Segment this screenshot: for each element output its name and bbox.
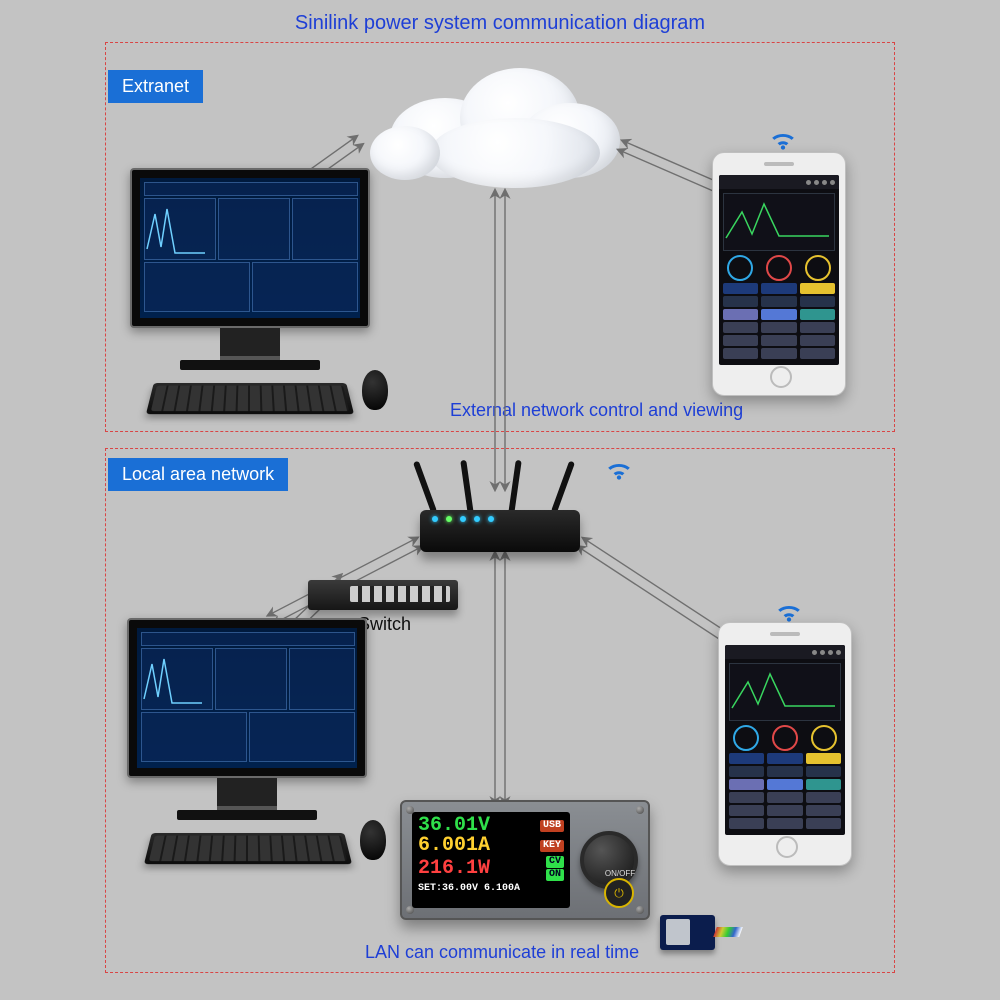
psu-power: 216.1W (418, 859, 490, 879)
psu-power-button[interactable]: ⏻ (604, 878, 634, 908)
network-switch (308, 580, 458, 610)
power-supply-device: 36.01VUSB 6.001AKEY 216.1W CV ON SET:36.… (400, 800, 650, 920)
lan-phone-screen (725, 645, 845, 835)
psu-current: 6.001A (418, 836, 490, 856)
extranet-caption: External network control and viewing (450, 400, 743, 421)
extranet-pc-screen (140, 178, 360, 318)
extranet-label: Extranet (108, 70, 203, 103)
psu-voltage: 36.01V (418, 816, 490, 836)
lan-mouse (360, 820, 386, 860)
lan-pc (127, 618, 367, 820)
diagram-title: Sinilink power system communication diag… (0, 12, 1000, 35)
extranet-phone-screen (719, 175, 839, 365)
diagram-canvas: Sinilink power system communication diag… (0, 0, 1000, 1000)
lan-label: Local area network (108, 458, 288, 491)
extranet-pc (130, 168, 370, 370)
lan-phone (718, 622, 852, 866)
cloud-icon (370, 48, 630, 188)
lan-pc-screen (137, 628, 357, 768)
psu-lcd: 36.01VUSB 6.001AKEY 216.1W CV ON SET:36.… (412, 812, 570, 908)
lan-caption: LAN can communicate in real time (365, 942, 639, 963)
extranet-mouse (362, 370, 388, 410)
wifi-module (660, 915, 715, 950)
lan-keyboard (144, 833, 352, 864)
psu-set-line: SET:36.00V 6.100A (418, 883, 564, 894)
psu-onoff-label: ON/OFF (604, 869, 636, 878)
extranet-phone (712, 152, 846, 396)
wifi-icon (606, 460, 632, 488)
extranet-keyboard (146, 383, 354, 414)
router (400, 462, 600, 552)
